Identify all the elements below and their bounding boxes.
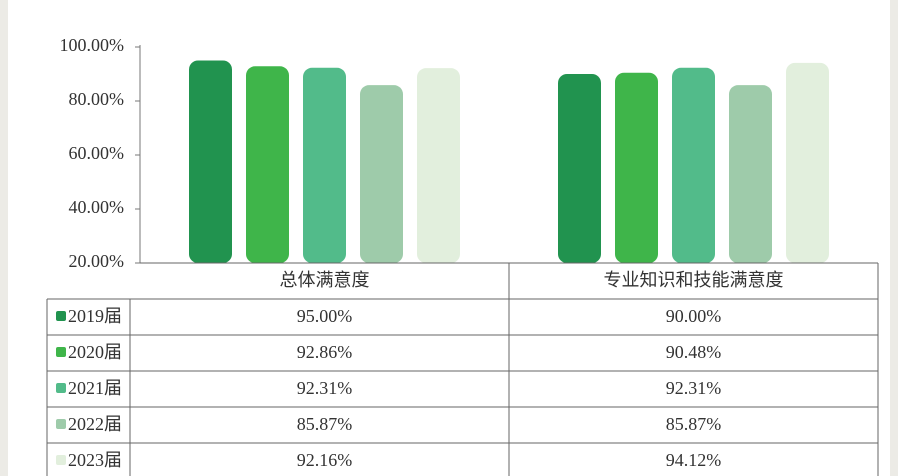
y-tick-label: 100.00%: [60, 35, 125, 55]
value-label: 92.31%: [297, 378, 353, 398]
y-tick-label: 60.00%: [69, 143, 125, 163]
legend-swatch: [56, 347, 66, 357]
value-label: 90.48%: [666, 342, 722, 362]
legend-label: 2021届: [68, 378, 122, 398]
bar: [417, 68, 460, 263]
value-label: 95.00%: [297, 306, 353, 326]
legend-swatch: [56, 383, 66, 393]
bar: [615, 72, 658, 263]
value-label: 85.87%: [666, 414, 722, 434]
bar: [303, 67, 346, 263]
legend-label: 2020届: [68, 342, 122, 362]
y-tick-label: 20.00%: [69, 251, 125, 271]
legend-swatch: [56, 311, 66, 321]
y-tick-label: 80.00%: [69, 89, 125, 109]
bar: [672, 67, 715, 263]
value-label: 94.12%: [666, 450, 722, 470]
bar: [246, 66, 289, 263]
legend-swatch: [56, 455, 66, 465]
value-label: 92.86%: [297, 342, 353, 362]
bar: [558, 74, 601, 263]
value-label: 85.87%: [297, 414, 353, 434]
y-tick-label: 40.00%: [69, 197, 125, 217]
column-header: 专业知识和技能满意度: [604, 270, 784, 290]
bar: [786, 62, 829, 263]
bar: [360, 85, 403, 263]
value-label: 92.31%: [666, 378, 722, 398]
value-label: 90.00%: [666, 306, 722, 326]
value-label: 92.16%: [297, 450, 353, 470]
legend-swatch: [56, 419, 66, 429]
legend-label: 2022届: [68, 414, 122, 434]
legend-label: 2023届: [68, 450, 122, 470]
bar: [729, 85, 772, 263]
bar: [189, 60, 232, 263]
legend-label: 2019届: [68, 306, 122, 326]
column-header: 总体满意度: [280, 270, 370, 290]
